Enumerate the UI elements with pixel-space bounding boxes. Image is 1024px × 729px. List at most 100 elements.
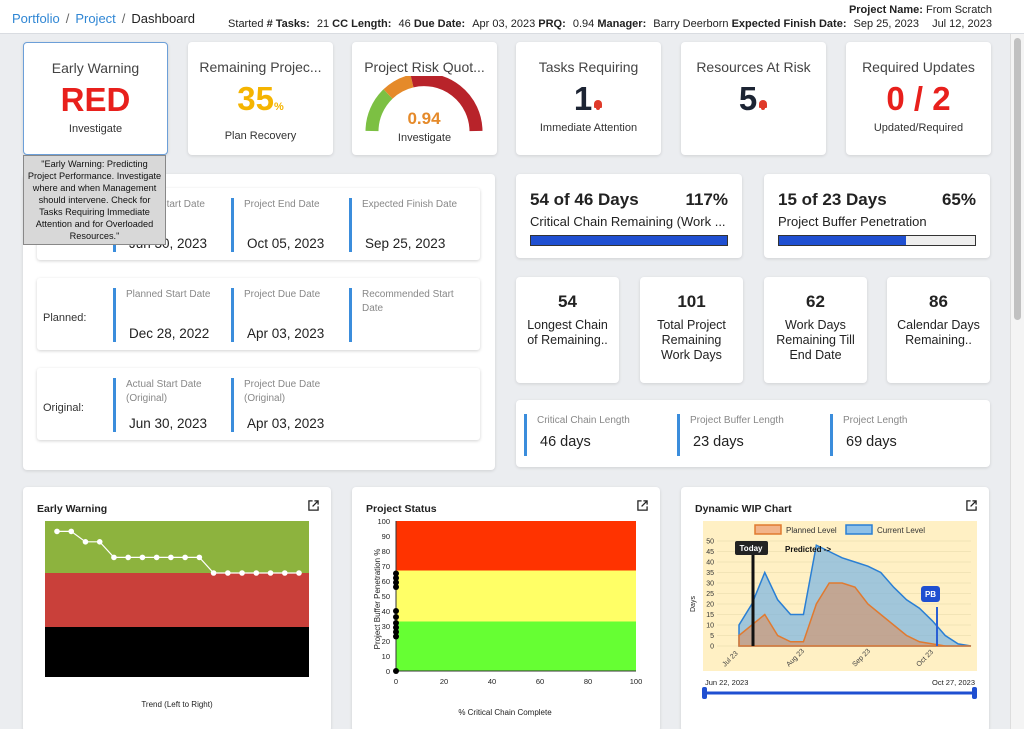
date-label: Recommended Start Date [362, 289, 454, 314]
y-tick-label: 20 [706, 602, 714, 609]
breadcrumb-project[interactable]: Project [75, 11, 116, 26]
date-value: Oct 05, 2023 [247, 236, 325, 251]
date-label: Project Due Date (Original) [244, 379, 321, 404]
x-tick-label: 40 [488, 677, 496, 686]
trend-point [182, 554, 188, 561]
kpi-sub: Investigate [68, 123, 123, 135]
y-tick-label: 60 [382, 577, 390, 586]
stat-label: Work Days Remaining Till End Date [776, 318, 855, 362]
stat-value: 54 [558, 292, 577, 311]
y-tick-label: 50 [382, 592, 390, 601]
early-warning-plot: Trend (Left to Right) [45, 521, 309, 709]
kpi-sub: Updated/Required [873, 122, 964, 134]
kpi-project-risk-quotient[interactable]: Project Risk Quot... 0.94 Investigate [352, 42, 497, 155]
status-point [393, 620, 399, 626]
trend-point [267, 570, 274, 576]
x-tick-label: 100 [630, 677, 643, 686]
kpi-sub: Immediate Attention [539, 122, 638, 134]
status-zone [396, 521, 636, 571]
breadcrumb-portfolio[interactable]: Portfolio [12, 11, 60, 26]
range-slider-handle-left[interactable] [702, 687, 707, 699]
y-tick-label: 20 [382, 637, 390, 646]
stat-label: Total Project Remaining Work Days [657, 318, 726, 362]
stat-value: 101 [677, 292, 706, 311]
progress-count: 15 of 23 Days [778, 190, 887, 209]
x-tick-label: 80 [584, 677, 592, 686]
date-value: Sep 25, 2023 [365, 236, 446, 251]
external-link-icon[interactable] [966, 500, 977, 511]
kpi-early-warning[interactable]: Early Warning RED Investigate [23, 42, 168, 155]
stat-longest-chain[interactable]: 54 Longest Chain of Remaining.. [516, 277, 619, 383]
range-slider-handle-right[interactable] [972, 687, 977, 699]
progress-percent: 65% [941, 190, 976, 209]
status-point [393, 624, 399, 631]
x-tick-label: 20 [440, 677, 448, 686]
progress-count: 54 of 46 Days [530, 190, 639, 209]
length-value: 23 days [693, 434, 744, 450]
date-cell: Recommended Start Date [349, 288, 459, 342]
kpi-title: Tasks Requiring [538, 59, 639, 75]
length-value: 69 days [846, 434, 897, 450]
pb-marker [921, 586, 940, 602]
trend-point [139, 554, 146, 561]
project-info: Project Name: From Scratch Started # Tas… [224, 3, 992, 31]
length-label: Project Buffer Length [690, 415, 784, 426]
external-link-icon[interactable] [637, 500, 648, 511]
legend-planned: Planned Level [786, 526, 837, 535]
stat-calendar-days[interactable]: 86 Calendar Days Remaining.. [887, 277, 990, 383]
stat-work-days-remaining[interactable]: 62 Work Days Remaining Till End Date [764, 277, 867, 383]
kpi-resources-at-risk[interactable]: Resources At Risk 5 [681, 42, 826, 155]
date-value: Apr 03, 2023 [247, 326, 325, 341]
kpi-tasks-requiring[interactable]: Tasks Requiring 1 Immediate Attention [516, 42, 661, 155]
bell-alert-icon [758, 100, 768, 110]
progress-bar [530, 235, 728, 246]
kpi-title: Resources At Risk [696, 59, 811, 75]
external-link-icon[interactable] [308, 500, 319, 511]
kpi-value: 1 [573, 80, 593, 117]
kpi-value: 0.94 [407, 109, 441, 128]
y-tick-label: 70 [382, 562, 390, 571]
early-warning-chart-card: Early Warning Trend (Left to Right) [23, 487, 331, 729]
y-tick-label: 0 [710, 644, 714, 651]
due-date: Apr 03, 2023 [472, 18, 536, 30]
trend-point [153, 554, 160, 561]
project-name: From Scratch [925, 4, 992, 16]
date-value: Jun 30, 2023 [129, 416, 208, 431]
risk-gauge: 0.94 [365, 76, 483, 132]
y-tick-label: 50 [706, 539, 714, 546]
kpi-required-updates[interactable]: Required Updates 0 / 2 Updated/Required [846, 42, 991, 155]
length-label: Critical Chain Length [537, 415, 630, 426]
legend-current: Current Level [877, 526, 925, 535]
progress-fill [531, 236, 727, 245]
today-label: Today [740, 544, 764, 553]
trend-point [196, 554, 203, 561]
prq: 0.94 [572, 18, 595, 30]
status-point [393, 668, 399, 674]
buffer-penetration-progress[interactable]: 15 of 23 Days 65% Project Buffer Penetra… [764, 174, 990, 258]
trend-point [168, 554, 174, 561]
critical-chain-progress[interactable]: 54 of 46 Days 117% Critical Chain Remain… [516, 174, 742, 258]
y-tick-label: 25 [706, 591, 714, 598]
started-label: Started [228, 18, 264, 30]
lengths-panel: Critical Chain Length 46 days Project Buf… [516, 400, 990, 467]
trend-point [68, 528, 75, 535]
y-tick-label: 5 [710, 633, 714, 640]
zone-green [45, 521, 309, 573]
date-label: Project End Date [244, 199, 320, 210]
scrollbar-thumb[interactable] [1014, 38, 1021, 320]
y-tick-label: 30 [706, 581, 714, 588]
page-scrollbar[interactable] [1010, 34, 1024, 729]
status-point [393, 575, 399, 581]
kpi-remaining-project[interactable]: Remaining Projec... 35% Plan Recovery [188, 42, 333, 155]
trend-point [82, 539, 89, 545]
legend-planned-swatch [754, 524, 782, 535]
legend-current-swatch [845, 524, 873, 535]
trend-point [225, 570, 231, 576]
x-tick-label: 60 [536, 677, 544, 686]
chart-ylabel: Project Buffer Penetration % [373, 549, 382, 650]
chart-title: Early Warning [37, 503, 108, 515]
zone-black [45, 627, 309, 677]
stat-total-remaining[interactable]: 101 Total Project Remaining Work Days [640, 277, 743, 383]
zone-red [45, 573, 309, 627]
bell-alert-icon [593, 100, 603, 110]
